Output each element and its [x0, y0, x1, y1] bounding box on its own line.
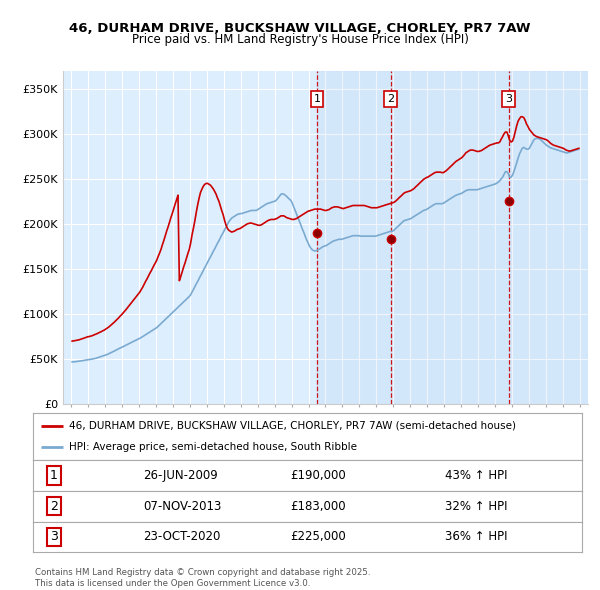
Text: 2: 2	[50, 500, 58, 513]
Bar	[317, 71, 588, 404]
Text: Price paid vs. HM Land Registry's House Price Index (HPI): Price paid vs. HM Land Registry's House …	[131, 33, 469, 46]
Text: 3: 3	[505, 94, 512, 104]
Text: £225,000: £225,000	[290, 530, 346, 543]
Text: Contains HM Land Registry data © Crown copyright and database right 2025.
This d: Contains HM Land Registry data © Crown c…	[35, 568, 370, 588]
Text: 1: 1	[313, 94, 320, 104]
Text: 36% ↑ HPI: 36% ↑ HPI	[445, 530, 507, 543]
Text: 26-JUN-2009: 26-JUN-2009	[143, 469, 218, 482]
Text: 23-OCT-2020: 23-OCT-2020	[143, 530, 220, 543]
Text: 07-NOV-2013: 07-NOV-2013	[143, 500, 221, 513]
Text: £183,000: £183,000	[290, 500, 346, 513]
Text: 46, DURHAM DRIVE, BUCKSHAW VILLAGE, CHORLEY, PR7 7AW: 46, DURHAM DRIVE, BUCKSHAW VILLAGE, CHOR…	[69, 22, 531, 35]
Text: HPI: Average price, semi-detached house, South Ribble: HPI: Average price, semi-detached house,…	[68, 442, 356, 452]
Text: 46, DURHAM DRIVE, BUCKSHAW VILLAGE, CHORLEY, PR7 7AW (semi-detached house): 46, DURHAM DRIVE, BUCKSHAW VILLAGE, CHOR…	[68, 421, 515, 431]
Text: £190,000: £190,000	[290, 469, 346, 482]
Text: 43% ↑ HPI: 43% ↑ HPI	[445, 469, 507, 482]
Text: 2: 2	[387, 94, 394, 104]
Text: 3: 3	[50, 530, 58, 543]
Text: 32% ↑ HPI: 32% ↑ HPI	[445, 500, 507, 513]
Text: 1: 1	[50, 469, 58, 482]
